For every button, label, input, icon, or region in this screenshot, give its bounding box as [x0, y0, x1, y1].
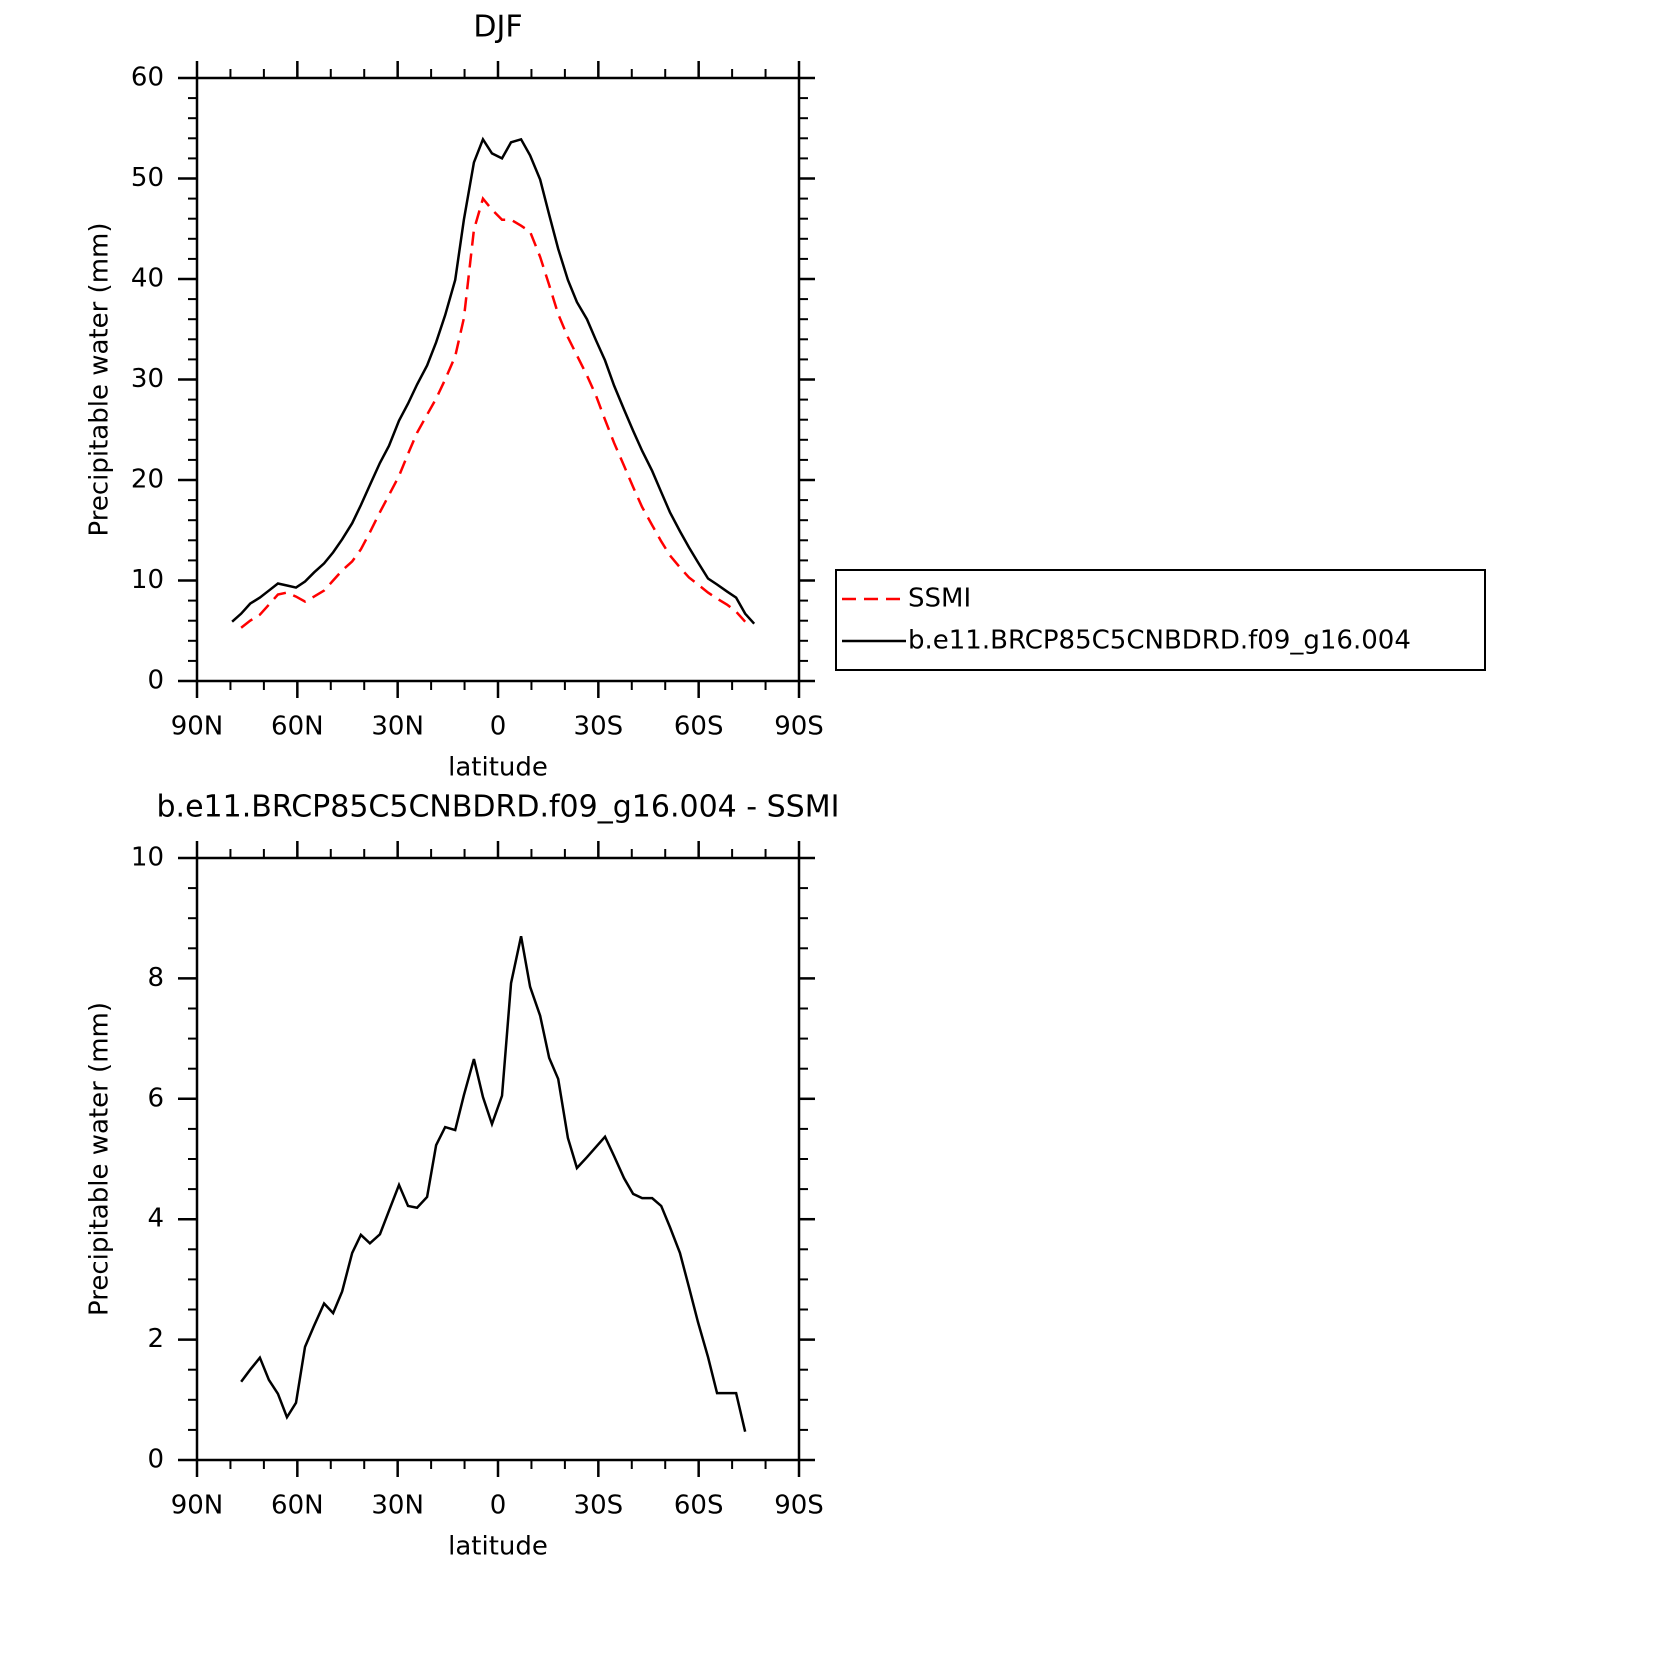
x-tick-label: 90S	[774, 712, 824, 742]
x-tick-label: 0	[490, 712, 507, 742]
x-tick-label: 60S	[674, 712, 724, 742]
y-tick-label: 0	[147, 1445, 164, 1475]
x-tick-label: 90N	[171, 1491, 224, 1521]
y-tick-label: 50	[131, 163, 164, 193]
y-axis-label: Precipitable water (mm)	[85, 223, 115, 537]
data-line	[231, 136, 756, 625]
y-tick-label: 10	[131, 565, 164, 595]
y-tick-label: 40	[131, 264, 164, 294]
x-tick-label: 90S	[774, 1491, 824, 1521]
y-tick-label: 6	[147, 1083, 164, 1113]
x-tick-label: 30S	[574, 712, 624, 742]
x-tick-label: 30N	[371, 712, 424, 742]
x-tick-label: 60S	[674, 1491, 724, 1521]
plot-frame	[195, 856, 801, 1462]
chart-title: DJF	[473, 10, 522, 45]
x-axis-label: latitude	[448, 1532, 548, 1562]
y-axis-label: Precipitable water (mm)	[85, 1002, 115, 1316]
y-tick-label: 30	[131, 364, 164, 394]
y-tick-label: 20	[131, 465, 164, 495]
x-tick-label: 30S	[574, 1491, 624, 1521]
x-tick-label: 90N	[171, 712, 224, 742]
data-line	[240, 935, 747, 1432]
x-tick-label: 60N	[271, 712, 324, 742]
x-axis-label: latitude	[448, 753, 548, 783]
y-tick-label: 10	[131, 843, 164, 873]
plot-frame	[195, 76, 801, 683]
legend-box	[835, 569, 1486, 671]
y-tick-label: 4	[147, 1204, 164, 1234]
y-tick-label: 2	[147, 1324, 164, 1354]
legend-label: b.e11.BRCP85C5CNBDRD.f09_g16.004	[908, 626, 1411, 656]
y-tick-label: 8	[147, 963, 164, 993]
legend-label: SSMI	[908, 584, 971, 614]
x-tick-label: 0	[490, 1491, 507, 1521]
x-tick-label: 60N	[271, 1491, 324, 1521]
y-tick-label: 60	[131, 63, 164, 93]
y-tick-label: 0	[147, 666, 164, 696]
data-line	[240, 195, 747, 629]
chart-title: b.e11.BRCP85C5CNBDRD.f09_g16.004 - SSMI	[157, 790, 840, 825]
x-tick-label: 30N	[371, 1491, 424, 1521]
